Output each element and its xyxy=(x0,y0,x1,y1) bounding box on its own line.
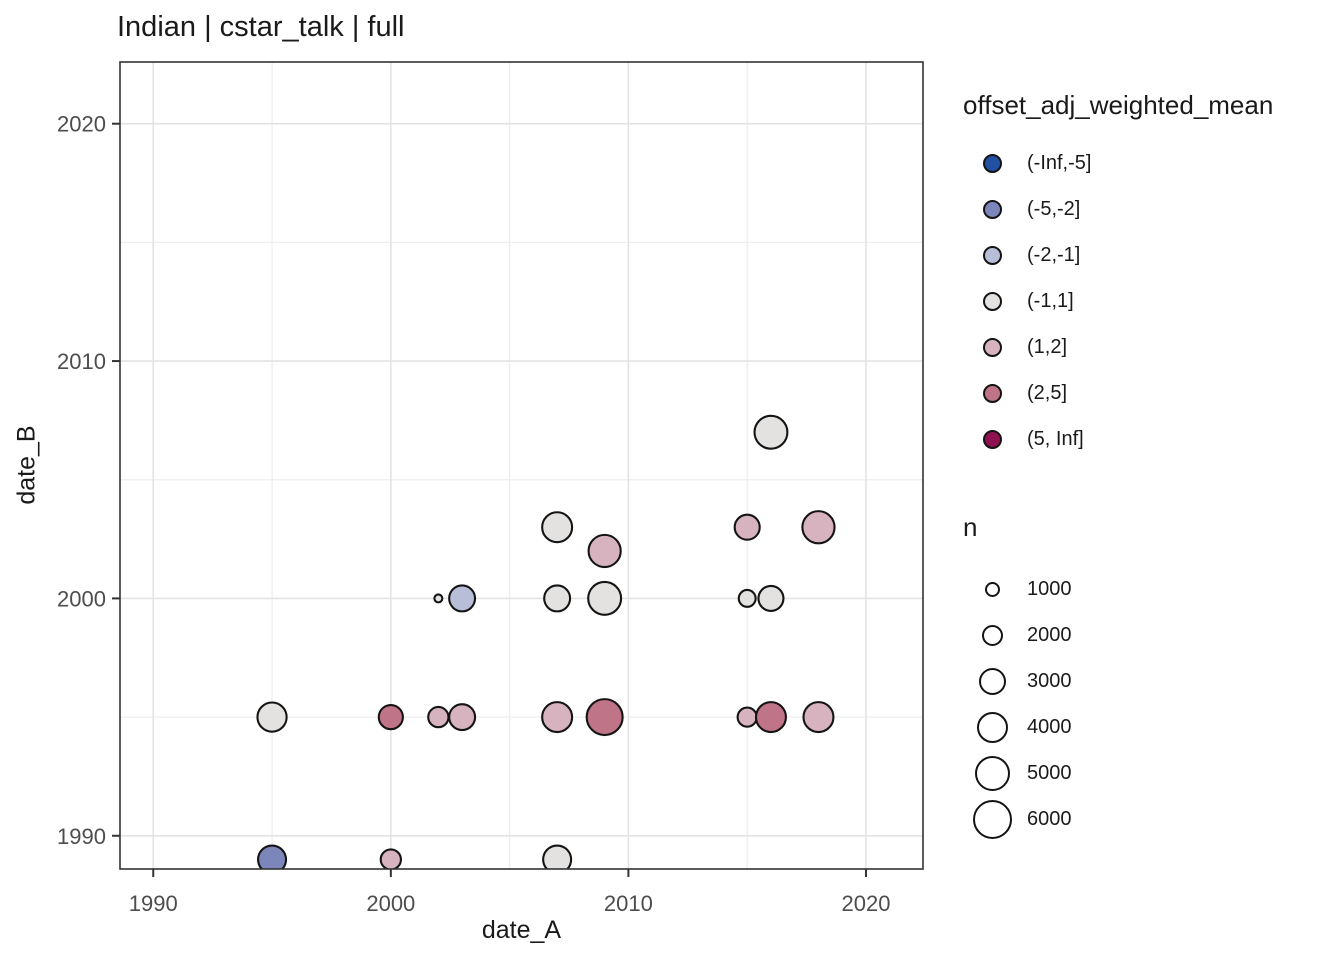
legend-key-cell xyxy=(963,755,1021,791)
data-point xyxy=(448,584,477,613)
y-tick-label: 2020 xyxy=(57,112,106,137)
color-legend-label: (5, Inf] xyxy=(1027,427,1084,450)
data-point xyxy=(801,510,836,545)
size-legend-item: 3000 xyxy=(963,658,1072,704)
color-legend-items: (-Inf,-5] (-5,-2] (-2,-1] (-1,1] (1,2] (2,5] (… xyxy=(963,140,1273,462)
color-legend-item: (-2,-1] xyxy=(963,232,1273,278)
legend-swatch-circle-icon xyxy=(982,337,1002,357)
color-legend-label: (-5,-2] xyxy=(1027,197,1081,220)
color-legend-label: (-Inf,-5] xyxy=(1027,151,1092,174)
color-legend-label: (2,5] xyxy=(1027,381,1068,404)
legend-key-cell xyxy=(963,199,1021,219)
legend-size-circle-icon xyxy=(981,624,1003,646)
size-legend-title: n xyxy=(963,512,978,542)
data-point xyxy=(587,533,622,569)
panel-background xyxy=(120,62,923,869)
color-legend-item: (5, Inf] xyxy=(963,416,1273,462)
data-points xyxy=(256,414,836,869)
legend-key-cell xyxy=(963,337,1021,357)
legend-swatch-circle-icon xyxy=(982,153,1002,173)
data-point xyxy=(543,584,572,613)
size-legend-label: 3000 xyxy=(1027,669,1072,692)
legend-key-cell xyxy=(963,667,1021,695)
size-legend-items: 1000 2000 3000 4000 5000 6000 xyxy=(963,566,1072,842)
data-point xyxy=(757,584,785,612)
color-legend-item: (-Inf,-5] xyxy=(963,140,1273,186)
data-point xyxy=(541,511,574,544)
data-point xyxy=(427,705,450,729)
data-point xyxy=(448,703,477,732)
size-legend-item: 6000 xyxy=(963,796,1072,842)
data-point xyxy=(802,701,835,734)
legend-key-cell xyxy=(963,291,1021,311)
legend-size-circle-icon xyxy=(978,667,1006,695)
legend-size-circle-icon xyxy=(972,799,1012,839)
data-point xyxy=(377,703,404,731)
data-point xyxy=(585,698,624,737)
data-point xyxy=(542,844,573,869)
data-point xyxy=(256,701,288,733)
color-legend-item: (2,5] xyxy=(963,370,1273,416)
size-legend-label: 6000 xyxy=(1027,807,1072,830)
panel-border xyxy=(119,61,924,870)
legend-key-cell xyxy=(963,383,1021,403)
legend-key-cell xyxy=(963,711,1021,743)
legend-size-circle-icon xyxy=(976,711,1008,743)
color-legend-item: (-5,-2] xyxy=(963,186,1273,232)
size-legend-item: 2000 xyxy=(963,612,1072,658)
legend-size-circle-icon xyxy=(974,755,1010,791)
data-point xyxy=(736,706,758,728)
legend-key-cell xyxy=(963,245,1021,265)
y-tick-label: 2010 xyxy=(57,349,106,374)
legend-swatch-circle-icon xyxy=(982,429,1002,449)
size-legend-label: 5000 xyxy=(1027,761,1072,784)
legend-key-cell xyxy=(963,429,1021,449)
color-legend-item: (-1,1] xyxy=(963,278,1273,324)
legend-key-cell xyxy=(963,624,1021,646)
chart-title: Indian | cstar_talk | full xyxy=(117,11,405,43)
legend-key-cell xyxy=(963,799,1021,839)
data-point xyxy=(257,844,288,869)
size-legend-label: 2000 xyxy=(1027,623,1072,646)
size-legend-item: 1000 xyxy=(963,566,1072,612)
size-legend-label: 1000 xyxy=(1027,577,1072,600)
legend-size-circle-icon xyxy=(984,581,1000,597)
x-tick-label: 2020 xyxy=(842,891,891,916)
size-legend-item: 5000 xyxy=(963,750,1072,796)
size-legend: n 1000 2000 3000 4000 5000 6000 xyxy=(963,512,1072,842)
x-tick-label: 2010 xyxy=(604,891,653,916)
color-legend: offset_adj_weighted_mean (-Inf,-5] (-5,-2… xyxy=(963,90,1273,462)
x-tick-label: 2000 xyxy=(366,891,415,916)
color-legend-title: offset_adj_weighted_mean xyxy=(963,90,1274,120)
color-legend-item: (1,2] xyxy=(963,324,1273,370)
x-axis-title: date_A xyxy=(481,916,562,944)
data-point xyxy=(379,848,402,869)
color-legend-label: (-2,-1] xyxy=(1027,243,1081,266)
legend-swatch-circle-icon xyxy=(982,383,1002,403)
legend-swatch-circle-icon xyxy=(982,245,1002,265)
y-tick-label: 1990 xyxy=(57,824,106,849)
legend-key-cell xyxy=(963,581,1021,597)
x-tick-label: 1990 xyxy=(129,891,178,916)
legend-key-cell xyxy=(963,153,1021,173)
data-point xyxy=(737,588,757,608)
data-point xyxy=(733,513,761,541)
data-point xyxy=(753,414,789,450)
color-legend-label: (1,2] xyxy=(1027,335,1068,358)
color-legend-label: (-1,1] xyxy=(1027,289,1074,312)
legend-swatch-circle-icon xyxy=(982,291,1002,311)
size-legend-item: 4000 xyxy=(963,704,1072,750)
data-point xyxy=(541,701,574,734)
y-axis-title: date_B xyxy=(12,425,41,505)
legend-swatch-circle-icon xyxy=(982,199,1002,219)
size-legend-label: 4000 xyxy=(1027,715,1072,738)
data-point xyxy=(587,580,623,616)
data-point xyxy=(433,593,444,604)
y-tick-label: 2000 xyxy=(57,586,106,611)
data-point xyxy=(754,701,787,734)
